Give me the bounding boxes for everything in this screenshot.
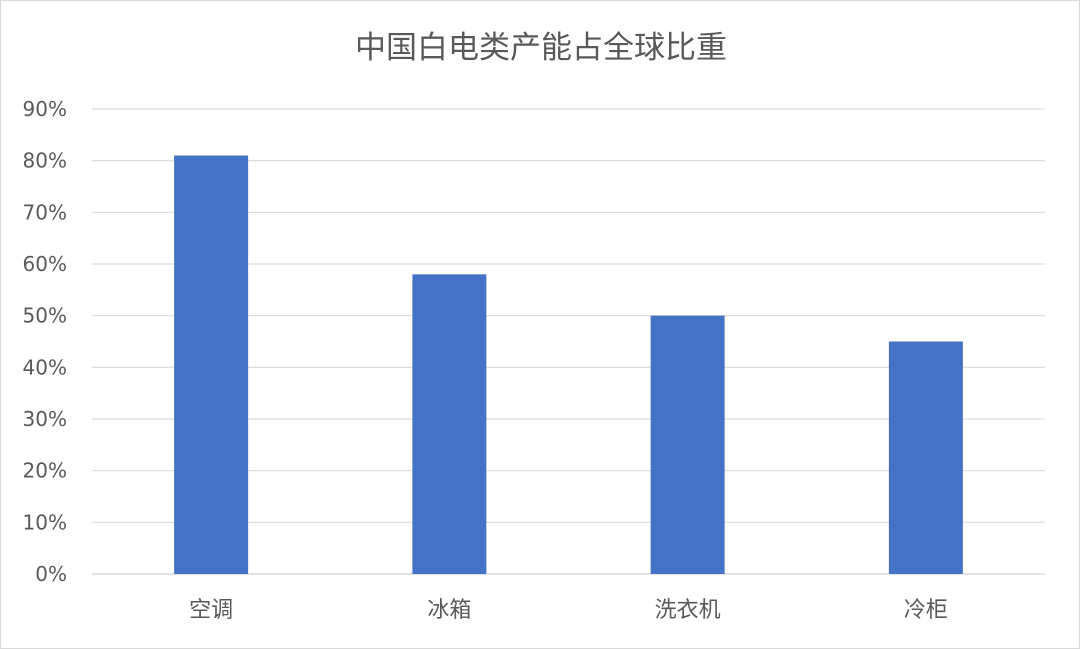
y-tick-label: 70% [23,200,67,224]
y-tick-label: 90% [23,97,67,121]
y-tick-label: 0% [35,562,67,586]
bar-0 [174,155,249,574]
x-tick-label: 冰箱 [427,598,471,623]
y-tick-label: 50% [23,304,67,328]
y-tick-label: 20% [23,459,67,483]
y-tick-label: 80% [23,149,67,173]
x-tick-label: 空调 [189,598,233,623]
x-tick-label: 冷柜 [904,598,948,623]
y-tick-label: 60% [23,252,67,276]
chart-title: 中国白电类产能占全球比重 [355,30,727,66]
bar-2 [650,315,725,574]
y-tick-label: 10% [23,510,67,534]
bar-1 [412,274,487,574]
x-tick-label: 洗衣机 [655,598,721,623]
bar-3 [888,341,963,574]
y-tick-label: 40% [23,355,67,379]
y-tick-label: 30% [23,407,67,431]
